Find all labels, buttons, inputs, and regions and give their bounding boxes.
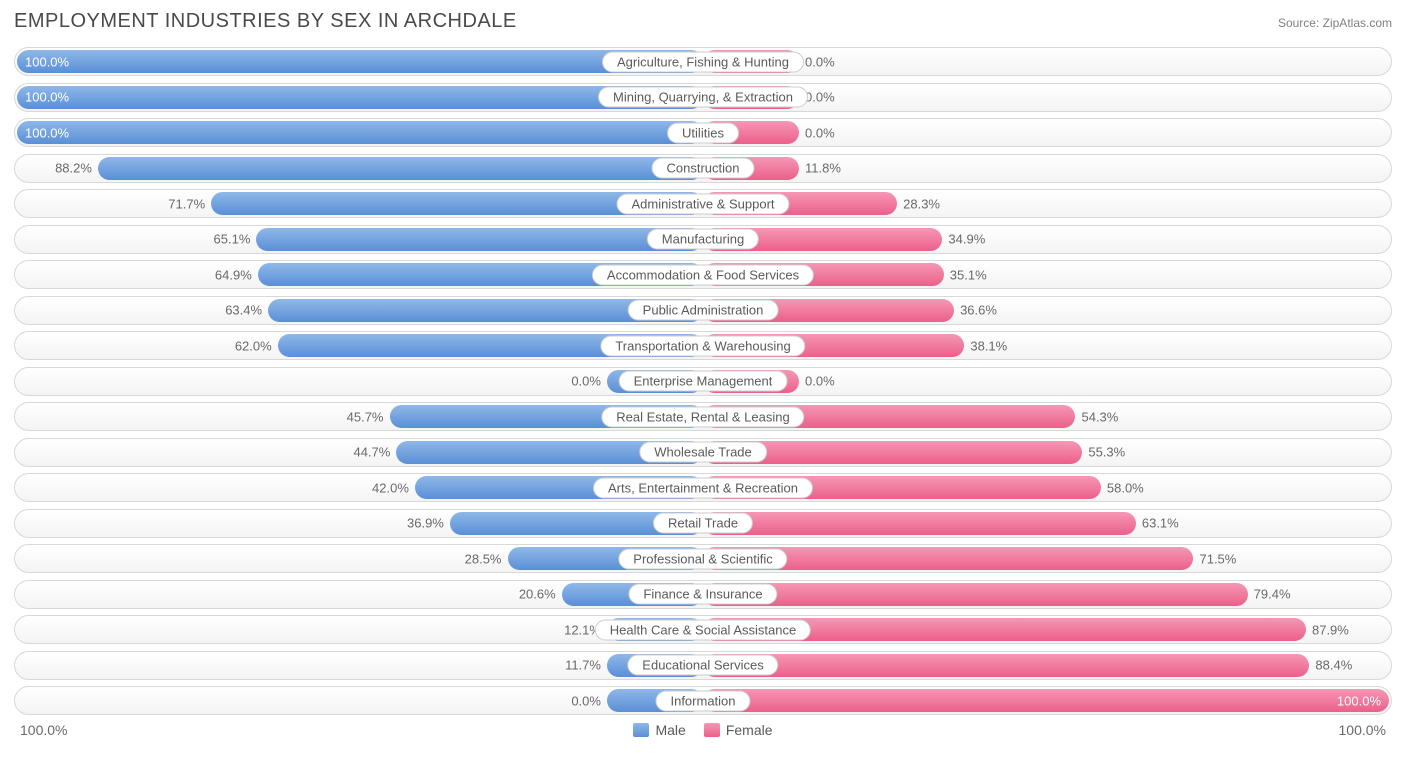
- female-value: 0.0%: [805, 90, 835, 105]
- axis-left-label: 100.0%: [20, 722, 67, 738]
- bar-row: 0.0% 0.0% Enterprise Management: [14, 367, 1392, 396]
- category-label: Professional & Scientific: [618, 548, 787, 569]
- diverging-bar-chart: 100.0%0.0%Agriculture, Fishing & Hunting…: [14, 47, 1392, 715]
- axis-right-label: 100.0%: [1339, 722, 1386, 738]
- category-label: Health Care & Social Assistance: [595, 619, 811, 640]
- bar-row: 63.4% 36.6% Public Administration: [14, 296, 1392, 325]
- male-value: 88.2%: [55, 161, 92, 176]
- male-value: 20.6%: [519, 587, 556, 602]
- female-value: 87.9%: [1312, 622, 1349, 637]
- bar-row: 36.9% 63.1% Retail Trade: [14, 509, 1392, 538]
- female-value: 11.8%: [805, 161, 841, 176]
- male-value: 100.0%: [25, 54, 69, 69]
- female-value: 54.3%: [1081, 409, 1118, 424]
- male-bar: [17, 50, 703, 73]
- category-label: Educational Services: [627, 655, 778, 676]
- male-value: 100.0%: [25, 125, 69, 140]
- female-value: 35.1%: [950, 267, 987, 282]
- male-value: 100.0%: [25, 90, 69, 105]
- male-value: 44.7%: [353, 445, 390, 460]
- category-label: Retail Trade: [653, 513, 753, 534]
- male-value: 28.5%: [465, 551, 502, 566]
- category-label: Accommodation & Food Services: [592, 264, 814, 285]
- legend: Male Female: [633, 722, 772, 738]
- category-label: Real Estate, Rental & Leasing: [601, 406, 804, 427]
- chart-header: EMPLOYMENT INDUSTRIES BY SEX IN ARCHDALE…: [14, 10, 1392, 33]
- category-label: Utilities: [667, 122, 739, 143]
- bar-row: 88.2% 11.8% Construction: [14, 154, 1392, 183]
- bar-row: 65.1% 34.9% Manufacturing: [14, 225, 1392, 254]
- bar-row: 0.0% 100.0% Information: [14, 686, 1392, 715]
- male-value: 62.0%: [235, 338, 272, 353]
- chart-footer: 100.0% Male Female 100.0%: [14, 722, 1392, 738]
- female-bar: [703, 583, 1248, 606]
- female-value: 38.1%: [970, 338, 1007, 353]
- legend-male: Male: [633, 722, 685, 738]
- female-value: 71.5%: [1199, 551, 1236, 566]
- bar-row: 100.0% 0.0%Mining, Quarrying, & Extractio…: [14, 83, 1392, 112]
- female-swatch-icon: [704, 723, 720, 737]
- category-label: Public Administration: [628, 300, 779, 321]
- male-value: 0.0%: [571, 374, 601, 389]
- male-value: 0.0%: [571, 693, 601, 708]
- female-value: 58.0%: [1107, 480, 1144, 495]
- female-value: 28.3%: [903, 196, 940, 211]
- male-value: 65.1%: [214, 232, 251, 247]
- category-label: Construction: [652, 158, 755, 179]
- category-label: Arts, Entertainment & Recreation: [593, 477, 813, 498]
- category-label: Finance & Insurance: [628, 584, 777, 605]
- category-label: Administrative & Support: [616, 193, 789, 214]
- female-value: 55.3%: [1088, 445, 1125, 460]
- legend-male-label: Male: [655, 722, 685, 738]
- male-value: 64.9%: [215, 267, 252, 282]
- male-value: 36.9%: [407, 516, 444, 531]
- bar-row: 44.7% 55.3% Wholesale Trade: [14, 438, 1392, 467]
- source-prefix: Source:: [1278, 16, 1323, 30]
- male-value: 63.4%: [225, 303, 262, 318]
- bar-row: 12.1%87.9%Health Care & Social Assistanc…: [14, 615, 1392, 644]
- bar-row: 100.0% 0.0% Utilities: [14, 118, 1392, 147]
- male-value: 42.0%: [372, 480, 409, 495]
- female-value: 36.6%: [960, 303, 997, 318]
- bar-row: 28.5% 71.5% Professional & Scientific: [14, 544, 1392, 573]
- male-bar: [98, 157, 703, 180]
- male-value: 11.7%: [565, 658, 601, 673]
- female-value: 0.0%: [805, 125, 835, 140]
- male-swatch-icon: [633, 723, 649, 737]
- legend-female-label: Female: [726, 722, 773, 738]
- source-name: ZipAtlas.com: [1323, 16, 1392, 30]
- bar-row: 62.0% 38.1% Transportation & Warehousing: [14, 331, 1392, 360]
- category-label: Mining, Quarrying, & Extraction: [598, 87, 808, 108]
- category-label: Transportation & Warehousing: [600, 335, 805, 356]
- female-value: 63.1%: [1142, 516, 1179, 531]
- male-value: 45.7%: [347, 409, 384, 424]
- bar-row: 64.9% 35.1% Accommodation & Food Services: [14, 260, 1392, 289]
- female-value: 100.0%: [1337, 693, 1381, 708]
- bar-row: 45.7% 54.3% Real Estate, Rental & Leasing: [14, 402, 1392, 431]
- bar-row: 100.0% 0.0%Agriculture, Fishing & Hunting: [14, 47, 1392, 76]
- female-value: 88.4%: [1315, 658, 1352, 673]
- male-bar: [17, 121, 703, 144]
- bar-row: 11.7% 88.4% Educational Services: [14, 651, 1392, 680]
- legend-female: Female: [704, 722, 773, 738]
- category-label: Enterprise Management: [619, 371, 788, 392]
- female-value: 0.0%: [805, 54, 835, 69]
- female-value: 79.4%: [1254, 587, 1291, 602]
- category-label: Information: [655, 690, 750, 711]
- male-bar: [256, 228, 703, 251]
- bar-row: 42.0% 58.0% Arts, Entertainment & Recreati…: [14, 473, 1392, 502]
- bar-row: 20.6% 79.4% Finance & Insurance: [14, 580, 1392, 609]
- category-label: Agriculture, Fishing & Hunting: [602, 51, 804, 72]
- female-value: 0.0%: [805, 374, 835, 389]
- female-bar: [703, 654, 1309, 677]
- male-value: 71.7%: [168, 196, 205, 211]
- category-label: Wholesale Trade: [639, 442, 767, 463]
- chart-title: EMPLOYMENT INDUSTRIES BY SEX IN ARCHDALE: [14, 10, 517, 33]
- female-value: 34.9%: [948, 232, 985, 247]
- female-bar: [703, 512, 1136, 535]
- chart-source: Source: ZipAtlas.com: [1278, 16, 1392, 30]
- bar-row: 71.7% 28.3% Administrative & Support: [14, 189, 1392, 218]
- female-bar: [703, 689, 1389, 712]
- category-label: Manufacturing: [647, 229, 759, 250]
